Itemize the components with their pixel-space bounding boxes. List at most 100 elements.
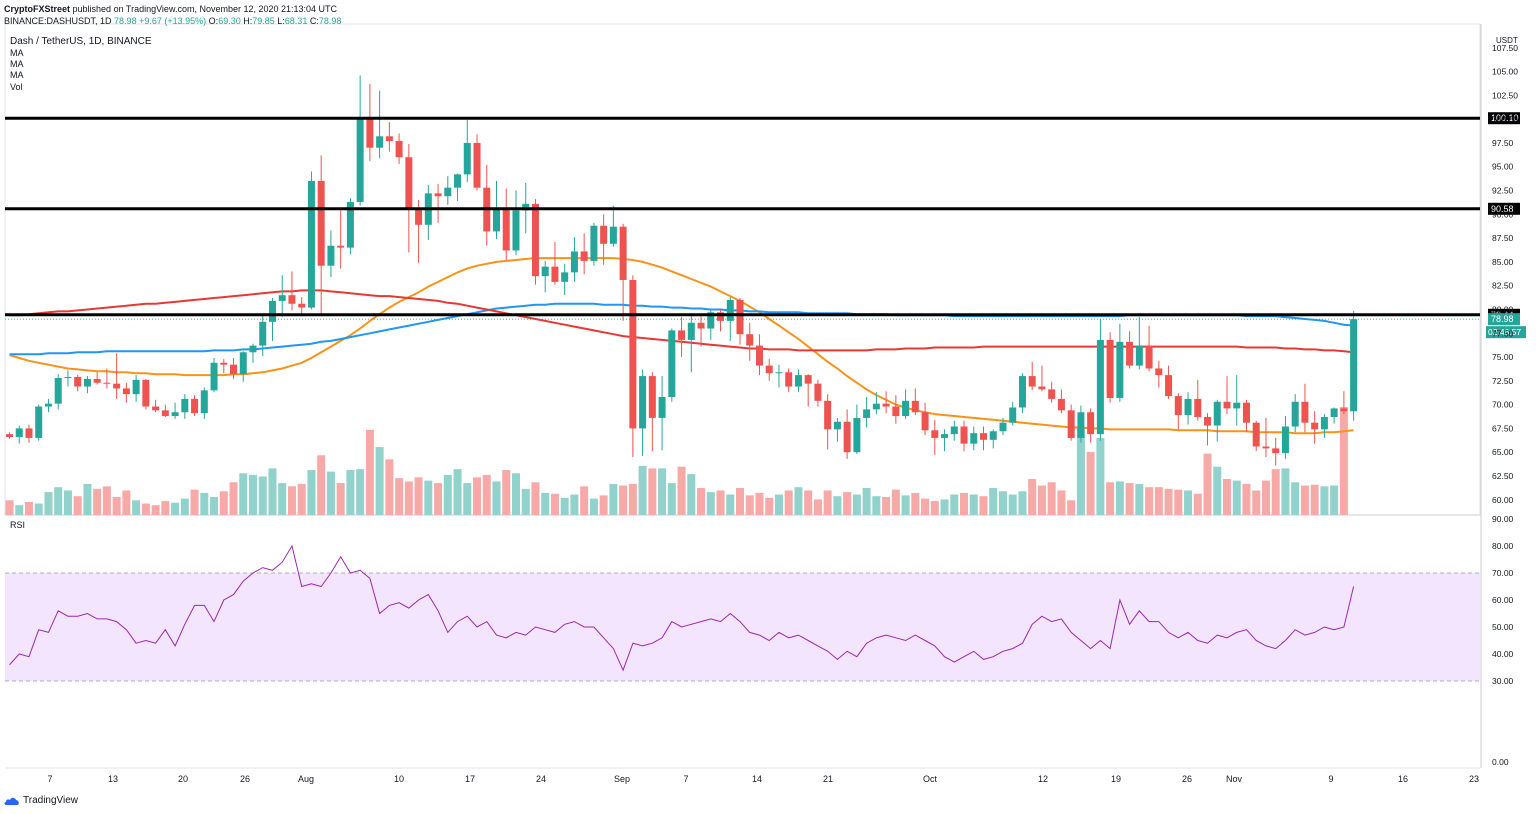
legend-ma-200[interactable]: MA — [10, 70, 24, 80]
candle-body — [1165, 375, 1173, 397]
candle-body — [103, 382, 111, 384]
legend-ma-50[interactable]: MA — [10, 48, 24, 58]
price-tick-label: 85.00 — [1492, 257, 1514, 267]
volume-bar — [794, 487, 803, 515]
candle-body — [74, 377, 82, 387]
volume-bar — [482, 474, 491, 515]
candle-body — [1301, 401, 1309, 423]
price-tick-label: 67.50 — [1492, 423, 1514, 433]
candle-body — [619, 226, 627, 280]
price-tick-label: 65.00 — [1492, 447, 1514, 457]
volume-bar — [862, 488, 871, 515]
candle-body — [405, 157, 413, 209]
volume-bar — [736, 488, 744, 515]
candle-body — [931, 430, 939, 438]
volume-bar — [1223, 479, 1231, 515]
volume-bar — [921, 498, 930, 515]
candle-body — [717, 312, 725, 321]
rsi-pane-label[interactable]: RSI — [10, 520, 26, 530]
candle-body — [113, 383, 121, 389]
high-label: H: — [243, 16, 253, 26]
volume-bar — [1291, 482, 1300, 515]
volume-bar — [54, 487, 63, 515]
candle-body — [307, 181, 315, 308]
rsi-band — [5, 573, 1480, 681]
price-tick-label: 72.50 — [1492, 376, 1514, 386]
volume-bar — [638, 465, 647, 515]
volume-bar — [1184, 490, 1193, 515]
countdown-label: 02:46:57 — [1488, 327, 1521, 337]
tradingview-brand: TradingView — [23, 795, 79, 806]
volume-bar — [453, 469, 462, 515]
volume-bar — [258, 476, 267, 515]
candle-body — [1252, 422, 1260, 447]
time-tick-label: 9 — [1328, 774, 1333, 784]
volume-bar — [93, 488, 102, 515]
volume-bar — [589, 498, 598, 515]
volume-bar — [1115, 481, 1124, 515]
volume-bar — [1310, 484, 1319, 515]
legend-volume[interactable]: Vol — [10, 82, 23, 92]
level-tag-1 — [1488, 202, 1520, 215]
publisher-name[interactable]: CryptoFXStreet — [4, 4, 71, 14]
candle-body — [843, 421, 851, 453]
candle-body — [15, 428, 23, 437]
volume-bar — [1164, 488, 1173, 515]
time-tick-label: 20 — [178, 774, 188, 784]
price-tick-label: 77.50 — [1492, 328, 1514, 338]
open-label: O: — [208, 16, 219, 26]
candle-body — [697, 322, 705, 329]
candle-body — [1204, 416, 1212, 426]
candle-body — [376, 136, 384, 148]
volume-bar — [658, 468, 667, 515]
price-tick-label: 95.00 — [1492, 162, 1514, 172]
candle-body — [512, 210, 520, 251]
volume-bar — [239, 473, 248, 515]
volume-bar — [1203, 453, 1212, 515]
candle-body — [1291, 401, 1299, 427]
volume-bar — [745, 495, 754, 515]
volume-bar — [1193, 493, 1202, 515]
price-tick-label: 70.00 — [1492, 400, 1514, 410]
volume-bar — [171, 502, 180, 515]
volume-bar — [210, 497, 219, 515]
volume-bar — [667, 483, 676, 515]
candle-body — [93, 378, 101, 383]
candle-body — [463, 142, 471, 175]
legend-ma-100[interactable]: MA — [10, 59, 24, 69]
candle-body — [278, 295, 286, 301]
candle-body — [249, 345, 257, 353]
volume-bar — [375, 447, 384, 515]
candle-body — [726, 299, 734, 321]
volume-bar — [63, 490, 72, 515]
candle-body — [1106, 339, 1114, 398]
rsi-tick-label: 30.00 — [1492, 676, 1514, 686]
candle-body — [385, 136, 393, 142]
candle-body — [152, 406, 160, 411]
volume-bar — [765, 497, 774, 515]
volume-bar — [15, 505, 24, 515]
candle-body — [736, 299, 744, 335]
low-value: 68.31 — [284, 16, 308, 26]
candle-body — [502, 207, 510, 251]
volume-bar — [1261, 480, 1270, 515]
time-tick-label: 13 — [108, 774, 118, 784]
volume-bar — [901, 495, 910, 515]
candle-body — [1311, 422, 1319, 430]
legend-title[interactable]: Dash / TetherUS, 1D, BINANCE — [10, 36, 152, 47]
candle-body — [25, 428, 33, 438]
volume-bar — [443, 474, 452, 515]
candle-body — [298, 303, 306, 308]
volume-bar — [979, 496, 988, 515]
volume-bar — [336, 483, 345, 515]
time-tick-label: 19 — [1111, 774, 1121, 784]
candle-body — [1184, 398, 1192, 416]
candle-body — [1350, 319, 1358, 412]
volume-bar — [112, 497, 121, 515]
volume-bar — [249, 474, 257, 515]
candle-body — [1067, 410, 1075, 438]
tradingview-logo[interactable]: TradingView — [4, 795, 78, 806]
volume-bar — [511, 473, 520, 515]
candle-body — [668, 330, 676, 398]
